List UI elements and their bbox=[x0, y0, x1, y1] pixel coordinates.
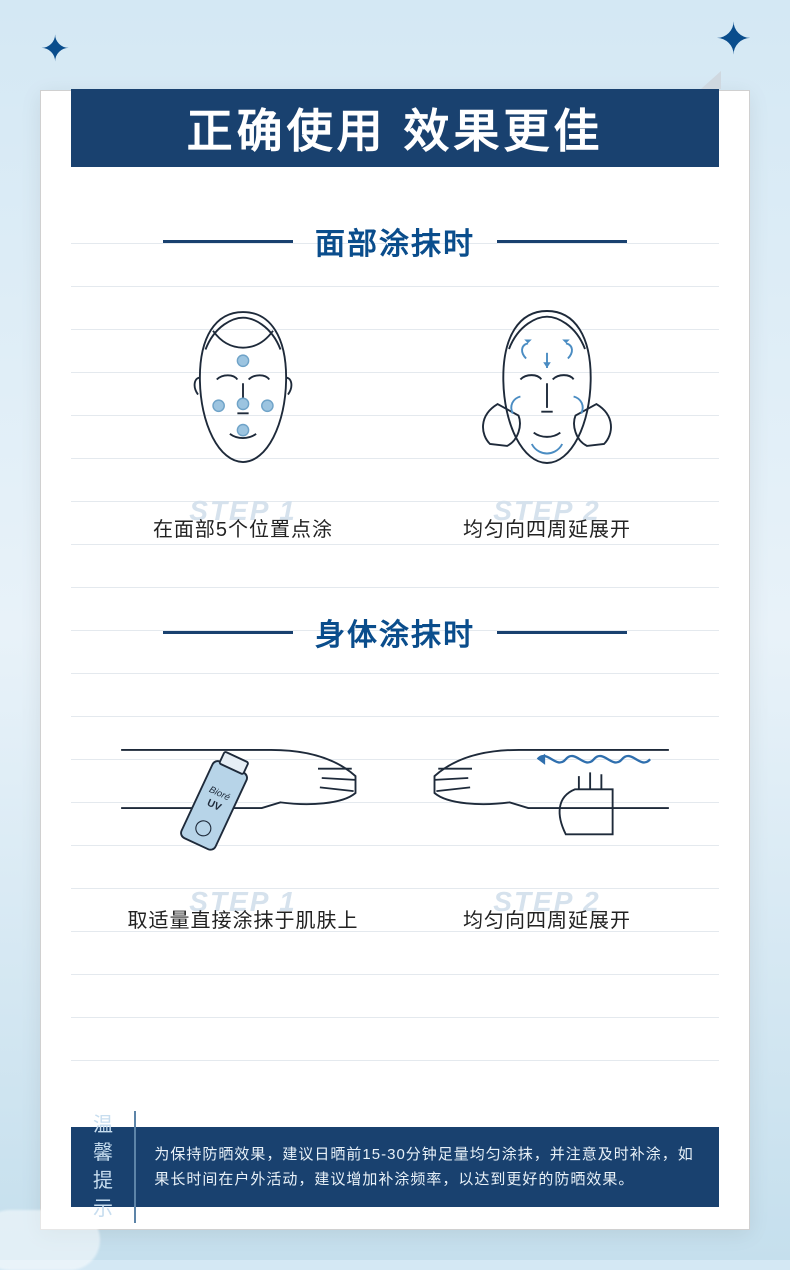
divider-line bbox=[163, 240, 293, 243]
section-header-body: 身体涂抹时 bbox=[71, 610, 719, 654]
body-step-1: Bioré UV STEP 1 取适量直接涂抹于肌肤上 bbox=[106, 678, 380, 933]
sparkle-icon: ✦ bbox=[40, 28, 70, 70]
step-caption: 均匀向四周延展开 bbox=[410, 904, 684, 933]
arm-apply-illustration: Bioré UV bbox=[106, 678, 380, 878]
tip-box: 温馨 提示 为保持防晒效果，建议日晒前15-30分钟足量均匀涂抹，并注意及时补涂… bbox=[71, 1127, 719, 1207]
step-caption: 在面部5个位置点涂 bbox=[106, 513, 380, 542]
cloud-decoration bbox=[0, 1210, 100, 1270]
face-spread-illustration bbox=[410, 287, 684, 487]
tip-body: 为保持防晒效果，建议日晒前15-30分钟足量均匀涂抹，并注意及时补涂，如果长时间… bbox=[136, 1142, 697, 1193]
page-title: 正确使用 效果更佳 bbox=[187, 95, 604, 161]
body-step-2: STEP 2 均匀向四周延展开 bbox=[410, 678, 684, 933]
sparkle-icon: ✦ bbox=[715, 14, 752, 65]
section-heading: 面部涂抹时 bbox=[293, 219, 497, 263]
section-heading: 身体涂抹时 bbox=[293, 610, 497, 654]
notepad-area: 面部涂抹时 bbox=[71, 201, 719, 1099]
step-caption: 均匀向四周延展开 bbox=[410, 513, 684, 542]
divider-line bbox=[497, 631, 627, 634]
tip-title: 温馨 提示 bbox=[93, 1111, 136, 1223]
arm-spread-illustration bbox=[410, 678, 684, 878]
section-header-face: 面部涂抹时 bbox=[71, 219, 719, 263]
instruction-card: 正确使用 效果更佳 面部涂抹时 bbox=[40, 90, 750, 1230]
divider-line bbox=[163, 631, 293, 634]
face-step-1: STEP 1 在面部5个位置点涂 bbox=[106, 287, 380, 542]
face-dots-illustration bbox=[106, 287, 380, 487]
divider-line bbox=[497, 240, 627, 243]
title-banner: 正确使用 效果更佳 bbox=[71, 89, 719, 167]
body-steps-row: Bioré UV STEP 1 取适量直接涂抹于肌肤上 bbox=[71, 678, 719, 933]
face-steps-row: STEP 1 在面部5个位置点涂 bbox=[71, 287, 719, 542]
face-step-2: STEP 2 均匀向四周延展开 bbox=[410, 287, 684, 542]
step-caption: 取适量直接涂抹于肌肤上 bbox=[106, 904, 380, 933]
